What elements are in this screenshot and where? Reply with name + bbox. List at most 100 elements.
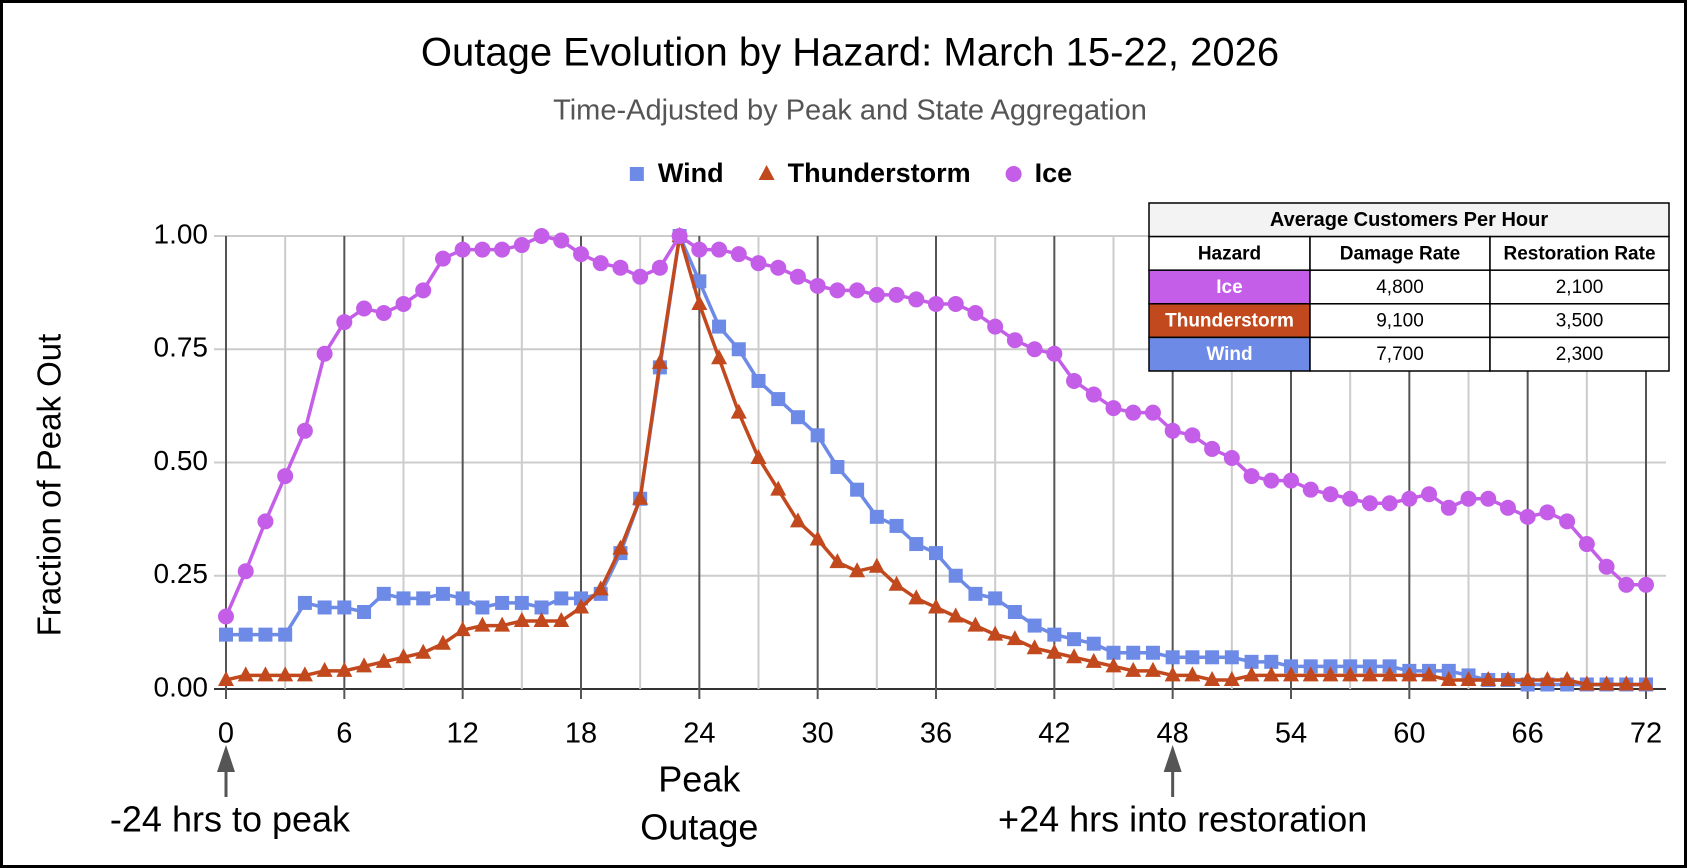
table-cell-text: Thunderstorm bbox=[1165, 311, 1294, 332]
circle-marker bbox=[1066, 372, 1083, 389]
circle-marker bbox=[218, 608, 234, 625]
chart-title: Outage Evolution by Hazard: March 15-22,… bbox=[421, 31, 1279, 75]
triangle-marker bbox=[1559, 670, 1576, 686]
square-marker bbox=[475, 600, 490, 615]
x-tick-label: 66 bbox=[1512, 718, 1544, 750]
annotation: +24 hrs into restoration bbox=[998, 799, 1367, 840]
circle-marker bbox=[513, 237, 530, 254]
square-marker bbox=[692, 274, 707, 289]
y-tick-label: 0.25 bbox=[154, 558, 209, 589]
square-marker bbox=[1145, 645, 1160, 660]
x-tick-label: 42 bbox=[1038, 718, 1070, 750]
triangle-marker bbox=[1361, 666, 1378, 682]
square-marker bbox=[909, 537, 924, 552]
y-tick-label: 0.75 bbox=[154, 332, 209, 363]
circle-marker bbox=[1499, 499, 1516, 516]
square-marker bbox=[1027, 618, 1042, 633]
triangle-marker bbox=[1499, 670, 1516, 686]
circle-marker bbox=[1421, 486, 1438, 503]
circle-marker bbox=[296, 422, 313, 439]
triangle-marker bbox=[1125, 661, 1142, 677]
circle-marker bbox=[257, 513, 274, 530]
triangle-marker bbox=[829, 553, 846, 569]
triangle-marker bbox=[1598, 675, 1615, 691]
triangle-marker bbox=[1085, 652, 1102, 668]
table-cell bbox=[1148, 269, 1311, 305]
triangle-marker bbox=[592, 580, 609, 596]
triangle-marker bbox=[809, 530, 826, 546]
square-marker bbox=[1067, 632, 1082, 647]
square-marker bbox=[416, 591, 431, 606]
triangle-marker bbox=[513, 612, 530, 628]
table-cell-text: Ice bbox=[1216, 277, 1242, 298]
square-marker bbox=[830, 460, 845, 475]
circle-marker bbox=[987, 318, 1004, 335]
x-tick-label: 54 bbox=[1275, 718, 1307, 750]
legend-marker bbox=[629, 167, 644, 181]
triangle-marker bbox=[1243, 666, 1260, 682]
triangle-marker bbox=[789, 512, 806, 528]
y-tick-label: 0.50 bbox=[154, 445, 209, 476]
circle-marker bbox=[651, 259, 668, 276]
circle-marker bbox=[1164, 422, 1181, 439]
annotation: -24 hrs to peak bbox=[110, 799, 351, 840]
triangle-marker bbox=[533, 612, 550, 628]
circle-marker bbox=[336, 314, 353, 331]
x-tick-label: 36 bbox=[920, 718, 952, 750]
triangle-marker bbox=[454, 621, 471, 637]
square-marker bbox=[297, 595, 312, 610]
circle-marker bbox=[829, 282, 846, 299]
circle-marker bbox=[770, 259, 787, 276]
triangle-marker bbox=[1046, 643, 1063, 659]
circle-marker bbox=[1638, 576, 1654, 593]
x-tick-label: 18 bbox=[565, 718, 597, 750]
circle-marker bbox=[553, 232, 570, 249]
square-marker bbox=[968, 586, 983, 601]
x-tick-label: 6 bbox=[336, 718, 352, 750]
triangle-marker bbox=[237, 666, 254, 682]
triangle-marker bbox=[1184, 666, 1201, 682]
circle-marker bbox=[789, 268, 806, 285]
table-cell-text: 3,500 bbox=[1556, 311, 1604, 332]
triangle-marker bbox=[711, 349, 728, 365]
circle-marker bbox=[474, 241, 491, 258]
circle-marker bbox=[612, 259, 629, 276]
square-marker bbox=[712, 319, 727, 334]
triangle-marker bbox=[434, 634, 451, 650]
square-marker bbox=[1205, 650, 1220, 665]
triangle-marker bbox=[967, 616, 984, 632]
square-marker bbox=[988, 591, 1003, 606]
square-marker bbox=[1284, 659, 1298, 674]
circle-marker bbox=[1006, 332, 1023, 349]
square-marker bbox=[534, 600, 549, 615]
table-cell-text: 4,800 bbox=[1376, 277, 1424, 298]
annotation: Outage bbox=[640, 807, 758, 848]
circle-marker bbox=[277, 468, 294, 485]
triangle-marker bbox=[1066, 648, 1083, 664]
square-marker bbox=[337, 600, 352, 615]
circle-marker bbox=[947, 295, 964, 312]
square-marker bbox=[1224, 650, 1239, 665]
triangle-marker bbox=[1263, 666, 1280, 682]
x-tick-label: 0 bbox=[218, 718, 234, 750]
square-marker bbox=[1007, 604, 1022, 619]
triangle-marker bbox=[908, 589, 925, 605]
legend-label: Ice bbox=[1035, 158, 1073, 188]
triangle-marker bbox=[770, 480, 787, 496]
square-marker bbox=[357, 604, 372, 619]
circle-marker bbox=[888, 286, 905, 303]
triangle-marker bbox=[849, 562, 866, 578]
circle-marker bbox=[1204, 440, 1221, 457]
triangle-marker bbox=[1381, 666, 1398, 682]
circle-marker bbox=[1144, 404, 1161, 421]
square-marker bbox=[751, 373, 766, 388]
circle-marker bbox=[1243, 468, 1260, 485]
triangle-marker bbox=[1164, 666, 1181, 682]
table-cell bbox=[1489, 336, 1670, 372]
legend-marker bbox=[758, 165, 775, 180]
triangle-marker bbox=[730, 403, 747, 419]
circle-marker bbox=[1085, 386, 1102, 403]
circle-marker bbox=[691, 241, 708, 258]
